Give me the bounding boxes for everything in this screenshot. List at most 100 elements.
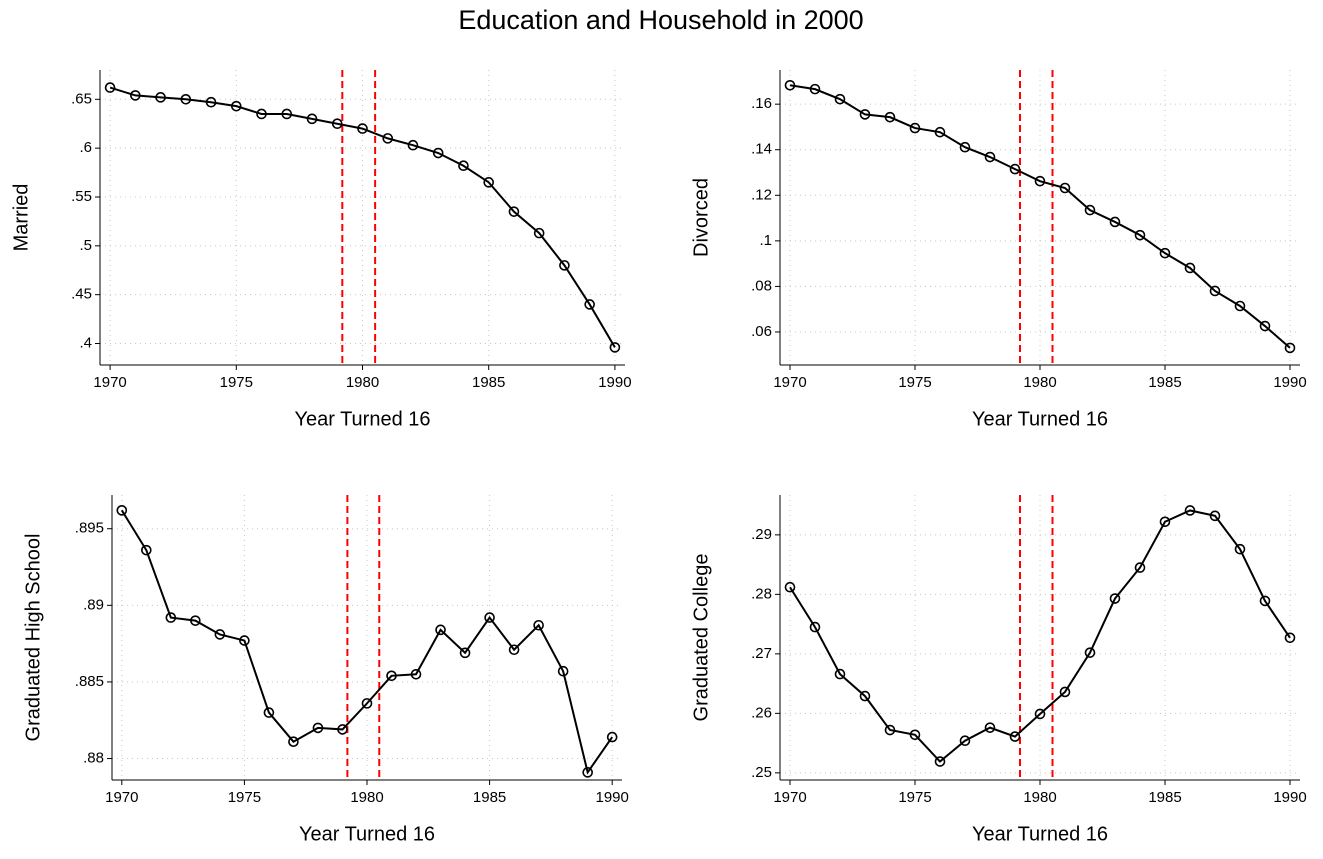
data-point — [1034, 708, 1046, 720]
data-point — [1084, 204, 1096, 216]
data-point — [230, 100, 242, 112]
data-point — [1059, 182, 1071, 194]
x-tick-label: 1970 — [105, 789, 138, 806]
data-point — [458, 160, 469, 172]
data-point — [1284, 342, 1296, 354]
data-point — [155, 92, 166, 103]
data-point — [834, 93, 846, 105]
data-point — [214, 629, 226, 640]
data-point — [410, 668, 422, 680]
data-point — [582, 767, 593, 778]
data-point — [190, 615, 201, 626]
data-point — [331, 118, 343, 130]
data-point — [1009, 731, 1021, 742]
data-point — [559, 260, 570, 271]
data-point — [1209, 510, 1221, 522]
data-point — [1184, 505, 1196, 516]
data-point — [884, 724, 896, 736]
data-point — [306, 113, 318, 125]
x-tick-label: 1990 — [1273, 374, 1306, 391]
data-point — [361, 698, 373, 709]
y-tick-label: .27 — [751, 645, 772, 662]
data-point — [104, 82, 116, 93]
x-axis-label: Year Turned 16 — [972, 408, 1108, 430]
data-point — [1159, 516, 1171, 528]
data-point — [533, 619, 544, 631]
data-point — [1134, 562, 1146, 573]
data-point — [809, 83, 821, 95]
y-axis-label: Married — [10, 184, 32, 252]
data-point — [205, 96, 217, 108]
x-tick-label: 1990 — [598, 374, 631, 391]
data-point — [130, 90, 141, 101]
x-tick-label: 1975 — [898, 374, 931, 391]
x-tick-label: 1980 — [350, 789, 383, 806]
data-point — [1084, 647, 1096, 658]
x-tick-label: 1990 — [1273, 789, 1306, 806]
data-point — [859, 690, 871, 702]
data-point — [557, 665, 569, 677]
data-point — [263, 707, 275, 718]
data-point — [984, 151, 996, 163]
x-tick-label: 1970 — [773, 789, 806, 806]
data-point — [609, 342, 621, 353]
data-point — [1209, 285, 1221, 297]
data-point — [959, 141, 971, 153]
y-tick-label: .1 — [759, 232, 772, 249]
y-tick-label: .29 — [751, 526, 772, 543]
data-point — [1234, 300, 1246, 312]
data-point — [1059, 686, 1071, 698]
y-tick-label: .4 — [79, 334, 92, 351]
x-tick-label: 1980 — [346, 374, 379, 391]
data-point — [784, 581, 796, 593]
data-point — [1009, 163, 1021, 175]
data-point — [959, 735, 971, 747]
data-line — [109, 86, 616, 348]
data-point — [1109, 216, 1121, 228]
data-point — [809, 621, 821, 633]
data-point — [312, 722, 324, 734]
y-tick-label: .12 — [751, 186, 772, 203]
data-point — [1134, 229, 1146, 241]
data-point — [1259, 595, 1271, 607]
y-tick-label: .5 — [79, 237, 92, 254]
data-point — [256, 108, 267, 120]
y-tick-label: .14 — [751, 141, 772, 158]
data-line — [789, 84, 1291, 349]
data-point — [884, 111, 896, 123]
data-point — [533, 227, 545, 239]
x-tick-label: 1985 — [1148, 374, 1181, 391]
data-point — [984, 722, 996, 733]
data-point — [116, 505, 128, 516]
y-tick-label: .55 — [71, 188, 92, 205]
data-point — [1034, 175, 1046, 187]
x-tick-label: 1990 — [596, 789, 629, 806]
y-tick-label: .16 — [751, 95, 772, 112]
data-point — [165, 612, 177, 623]
data-point — [834, 668, 846, 680]
data-point — [459, 647, 471, 659]
y-axis-label: Graduated College — [690, 554, 712, 722]
data-line — [789, 509, 1291, 763]
x-tick-label: 1975 — [228, 789, 261, 806]
data-point — [784, 79, 796, 91]
x-axis-label: Year Turned 16 — [972, 823, 1108, 845]
x-tick-label: 1980 — [1023, 374, 1056, 391]
y-tick-label: .88 — [83, 750, 104, 767]
data-point — [934, 756, 946, 767]
data-point — [934, 126, 946, 138]
data-point — [432, 147, 444, 159]
data-point — [239, 635, 250, 646]
y-tick-label: .26 — [751, 704, 772, 721]
x-tick-label: 1985 — [472, 374, 505, 391]
data-point — [1284, 632, 1296, 644]
y-axis-label: Divorced — [690, 178, 712, 257]
x-tick-label: 1975 — [220, 374, 253, 391]
data-point — [859, 109, 871, 120]
data-point — [386, 670, 397, 682]
x-tick-label: 1975 — [898, 789, 931, 806]
x-axis-label: Year Turned 16 — [294, 408, 430, 430]
y-axis-label: Graduated High School — [22, 534, 44, 742]
data-point — [435, 624, 446, 636]
